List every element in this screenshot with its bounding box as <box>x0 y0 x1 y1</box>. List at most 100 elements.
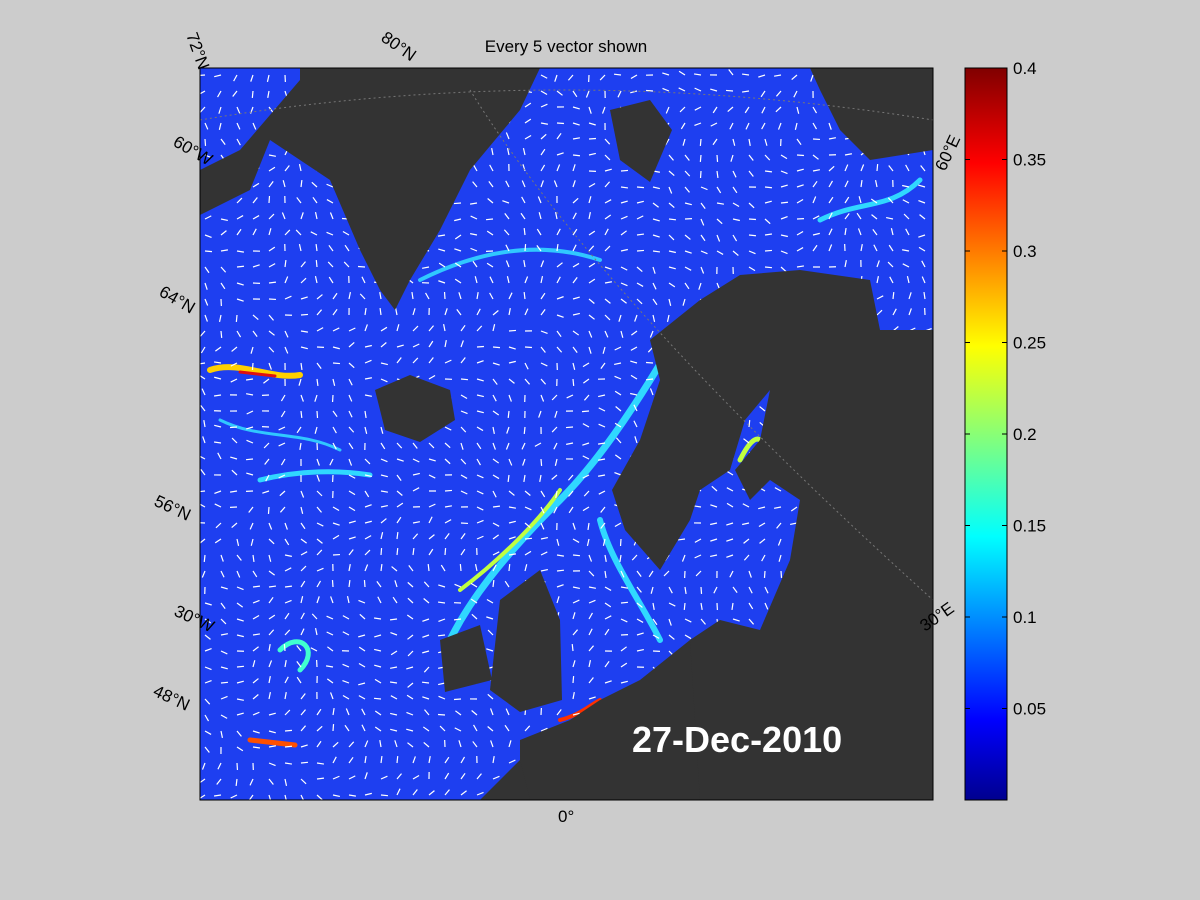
vector <box>796 138 802 146</box>
colorbar-tick-label: 0.3 <box>1013 242 1037 261</box>
vector <box>395 308 398 316</box>
vector <box>812 106 818 114</box>
vector <box>780 570 783 579</box>
vector <box>684 634 692 640</box>
vector <box>476 378 484 382</box>
vector <box>604 181 611 188</box>
vector <box>662 72 670 76</box>
vector <box>678 87 686 92</box>
vector <box>268 570 275 576</box>
vector <box>486 262 494 268</box>
vector <box>348 394 353 402</box>
vector <box>476 506 484 511</box>
vector <box>246 393 254 396</box>
vector <box>812 122 818 130</box>
vector <box>759 406 766 412</box>
vector <box>456 309 462 316</box>
vector <box>748 138 751 146</box>
vector <box>316 725 323 732</box>
vector <box>455 710 462 716</box>
vector <box>604 266 612 270</box>
vector <box>812 215 820 220</box>
vector <box>588 230 596 236</box>
vector <box>716 218 723 225</box>
vector <box>492 310 499 316</box>
vector <box>553 442 558 450</box>
svalbard <box>610 100 672 182</box>
vector <box>220 266 227 273</box>
map <box>200 68 933 800</box>
vector <box>266 74 270 82</box>
vector <box>252 314 259 321</box>
vector <box>793 90 798 98</box>
vector <box>888 244 894 252</box>
vector <box>200 362 206 365</box>
vector <box>364 535 372 540</box>
ireland <box>440 625 492 692</box>
vector <box>348 458 353 466</box>
vector <box>284 612 290 620</box>
vector <box>428 474 436 479</box>
vector <box>252 646 259 652</box>
vector <box>780 201 789 204</box>
vector <box>551 394 558 401</box>
vector <box>268 676 271 684</box>
vector <box>796 198 804 204</box>
vector <box>507 474 510 483</box>
vector <box>268 181 274 188</box>
vector <box>476 410 484 414</box>
colorbar-tick-label: 0.1 <box>1013 608 1037 627</box>
vector <box>428 534 435 540</box>
vector <box>694 122 702 127</box>
vector <box>327 261 334 268</box>
vector <box>470 598 478 604</box>
vector <box>246 426 254 430</box>
vector <box>284 729 293 732</box>
vector <box>844 213 850 220</box>
vector <box>604 615 612 620</box>
vector <box>204 314 208 322</box>
vector <box>214 503 222 508</box>
vector <box>694 538 702 543</box>
vector <box>358 682 366 686</box>
vector <box>790 522 798 526</box>
vector <box>634 314 638 322</box>
vector <box>268 538 275 545</box>
vector <box>236 665 245 668</box>
vector <box>748 170 754 177</box>
vector <box>918 234 926 238</box>
vector <box>284 676 289 684</box>
vector <box>668 266 676 270</box>
vector <box>492 522 500 527</box>
vector <box>396 502 404 508</box>
vector <box>604 214 612 220</box>
vector <box>268 778 274 785</box>
vector <box>572 137 580 140</box>
vector <box>204 666 212 671</box>
vector <box>588 599 596 604</box>
vector <box>699 138 702 147</box>
vector <box>764 266 773 269</box>
vector <box>568 490 574 497</box>
vector <box>572 296 580 300</box>
vector <box>348 775 356 780</box>
vector <box>396 490 403 496</box>
vector <box>407 650 414 657</box>
vector <box>280 410 286 418</box>
vector <box>236 265 245 268</box>
vector <box>572 154 581 157</box>
vector <box>636 266 643 273</box>
vector <box>213 394 222 397</box>
current-streaks <box>207 177 923 748</box>
vector <box>332 775 340 780</box>
vector <box>342 230 350 236</box>
vector <box>220 282 226 290</box>
vector <box>249 522 254 530</box>
vector <box>460 756 466 764</box>
vector <box>780 170 788 175</box>
vector <box>374 648 382 652</box>
vector <box>316 762 325 765</box>
vector <box>828 137 836 140</box>
vector <box>300 212 304 220</box>
vector <box>524 490 531 496</box>
